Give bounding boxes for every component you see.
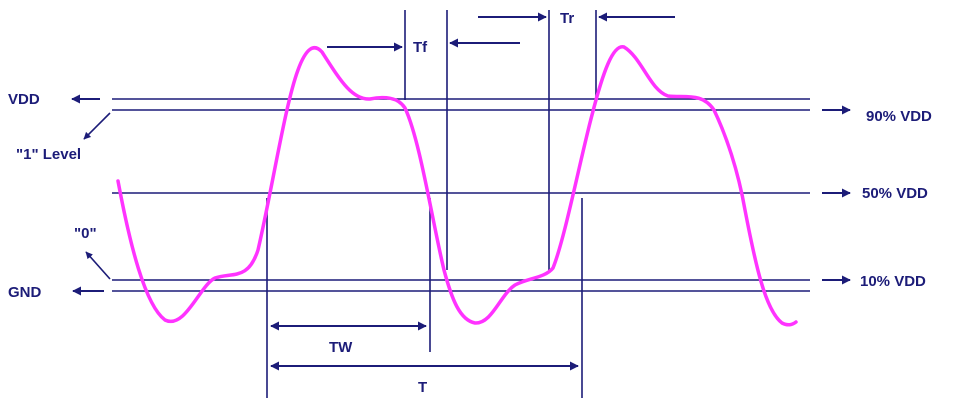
zero-pointer: [85, 251, 111, 280]
vdd-label: VDD: [8, 91, 40, 108]
pct50-label: 50% VDD: [862, 185, 928, 202]
pct90-label: 90% VDD: [866, 108, 932, 125]
gnd-label: GND: [8, 284, 42, 301]
tr-label: Tr: [560, 10, 574, 27]
one-level-pointer: [83, 112, 111, 140]
one-level-label: "1" Level: [16, 146, 81, 163]
signal-waveform: [116, 45, 798, 327]
tw-label: TW: [329, 339, 353, 356]
t-label: T: [418, 379, 427, 396]
pct10-label: 10% VDD: [860, 273, 926, 290]
zero-label: "0": [74, 225, 97, 242]
tf-label: Tf: [413, 39, 428, 56]
